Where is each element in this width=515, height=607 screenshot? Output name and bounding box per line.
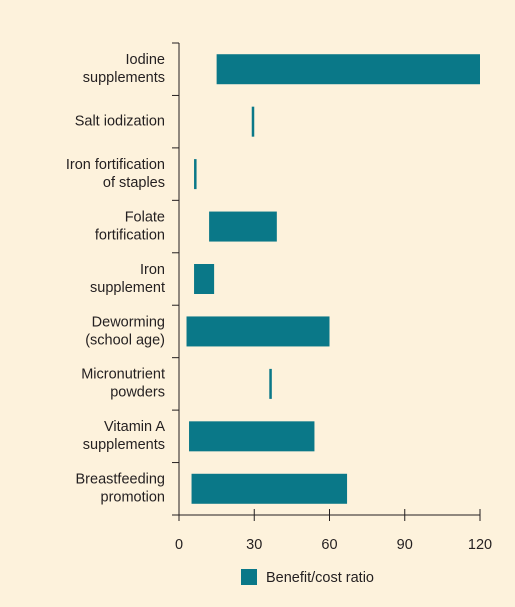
category-label: promotion bbox=[101, 490, 165, 506]
legend-swatch bbox=[241, 569, 257, 585]
bar bbox=[209, 211, 277, 242]
x-tick-label: 0 bbox=[175, 537, 183, 553]
bar bbox=[189, 421, 315, 452]
bar bbox=[194, 264, 215, 294]
category-label: of staples bbox=[103, 175, 165, 191]
category-label: Breastfeeding bbox=[76, 472, 165, 488]
bar bbox=[251, 106, 255, 137]
x-tick-label: 90 bbox=[397, 537, 413, 553]
x-tick-label: 120 bbox=[468, 537, 492, 553]
category-label: fortification bbox=[95, 227, 165, 243]
category-label: supplements bbox=[83, 70, 165, 86]
category-label: Salt iodization bbox=[75, 113, 165, 129]
bar bbox=[194, 159, 197, 190]
category-label: supplement bbox=[90, 280, 165, 296]
category-label: (school age) bbox=[85, 332, 165, 348]
category-label: Micronutrient bbox=[81, 367, 165, 383]
category-label: Vitamin A bbox=[104, 419, 165, 435]
bar bbox=[269, 368, 272, 399]
legend-label: Benefit/cost ratio bbox=[266, 570, 374, 586]
bar bbox=[186, 316, 330, 347]
category-label: Iron bbox=[140, 262, 165, 278]
category-label: Iodine bbox=[125, 52, 165, 68]
x-tick-label: 30 bbox=[246, 537, 262, 553]
category-label: Iron fortification bbox=[66, 157, 165, 173]
x-tick-label: 60 bbox=[321, 537, 337, 553]
category-label: Deworming bbox=[92, 314, 165, 330]
bar bbox=[191, 473, 348, 504]
bar bbox=[216, 54, 480, 85]
category-label: Folate bbox=[125, 209, 165, 225]
category-label: powders bbox=[110, 385, 165, 401]
category-label: supplements bbox=[83, 437, 165, 453]
